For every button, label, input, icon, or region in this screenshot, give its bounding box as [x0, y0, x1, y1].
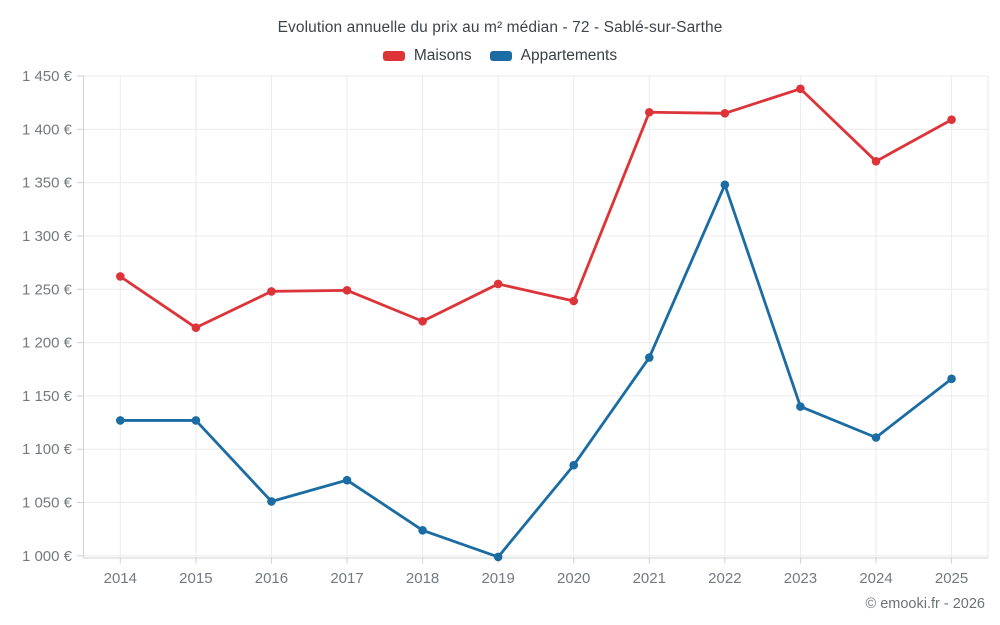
data-point-appartements-2021[interactable] [644, 353, 654, 362]
x-tick-label: 2017 [330, 570, 363, 587]
data-point-appartements-2016[interactable] [267, 497, 276, 506]
x-tick-label: 2014 [104, 570, 137, 587]
legend-item-appartements[interactable]: Appartements [489, 47, 618, 65]
x-tick-label: 2016 [255, 570, 288, 587]
x-tick-label: 2025 [935, 570, 968, 587]
x-tick-label: 2020 [557, 570, 590, 587]
y-tick-label: 1 050 € [22, 495, 73, 512]
x-tick-label: 2015 [179, 570, 212, 587]
x-tick-label: 2019 [481, 570, 514, 587]
data-point-appartements-2017[interactable] [342, 475, 352, 485]
data-point-maisons-2020[interactable] [569, 296, 579, 306]
series-maisons [116, 84, 956, 332]
data-point-maisons-2023[interactable] [796, 84, 805, 94]
appartements-swatch-icon [489, 51, 512, 61]
y-tick-label: 1 300 € [22, 228, 73, 245]
y-tick-label: 1 150 € [22, 388, 73, 405]
legend-item-maisons[interactable]: Maisons [382, 47, 472, 65]
chart-title: Evolution annuelle du prix au m² médian … [277, 19, 723, 36]
x-tick-label: 2021 [633, 570, 666, 587]
y-tick-label: 1 250 € [22, 281, 73, 298]
data-point-maisons-2015[interactable] [191, 323, 201, 332]
data-point-maisons-2018[interactable] [418, 316, 427, 326]
data-point-maisons-2019[interactable] [493, 279, 503, 289]
y-tick-label: 1 400 € [22, 121, 73, 138]
x-tick-label: 2022 [708, 570, 741, 587]
data-point-maisons-2014[interactable] [116, 272, 125, 281]
data-point-maisons-2024[interactable] [871, 157, 881, 166]
legend-label-maisons: Maisons [413, 47, 472, 64]
data-point-appartements-2014[interactable] [116, 416, 125, 425]
x-tick-label: 2023 [784, 570, 817, 587]
data-point-appartements-2025[interactable] [947, 374, 956, 384]
y-axis-labels: 1 000 € 1 050 € 1 100 € 1 150 € 1 200 € 1 250… [22, 68, 73, 565]
y-tick-label: 1 000 € [22, 548, 73, 565]
data-point-appartements-2015[interactable] [191, 416, 201, 425]
maisons-swatch-icon [382, 51, 405, 61]
data-point-maisons-2021[interactable] [644, 107, 654, 117]
y-tick-label: 1 200 € [22, 335, 73, 352]
gridlines [83, 75, 989, 558]
data-point-appartements-2020[interactable] [569, 460, 579, 470]
data-point-maisons-2017[interactable] [342, 286, 352, 295]
axes [77, 75, 988, 564]
x-tick-label: 2018 [406, 570, 439, 587]
data-point-maisons-2022[interactable] [720, 109, 730, 118]
x-tick-label: 2024 [859, 570, 892, 587]
legend-label-appartements: Appartements [520, 47, 618, 64]
data-point-appartements-2022[interactable] [720, 180, 730, 190]
data-point-appartements-2018[interactable] [418, 525, 427, 535]
attribution: © emooki.fr - 2026 [865, 596, 985, 612]
data-point-maisons-2025[interactable] [947, 115, 956, 125]
y-tick-label: 1 350 € [22, 175, 73, 192]
legend: Maisons Appartements [0, 47, 1000, 65]
x-axis-labels: 2014 2015 2016 2017 2018 2019 2020 2021 2022 2023… [104, 570, 969, 587]
data-point-appartements-2019[interactable] [493, 552, 503, 562]
series-appartements [116, 180, 956, 562]
data-point-appartements-2023[interactable] [796, 402, 805, 411]
y-tick-label: 1 100 € [22, 441, 73, 458]
data-point-appartements-2024[interactable] [871, 433, 881, 442]
y-tick-label: 1 450 € [22, 68, 73, 85]
data-point-maisons-2016[interactable] [267, 287, 276, 296]
